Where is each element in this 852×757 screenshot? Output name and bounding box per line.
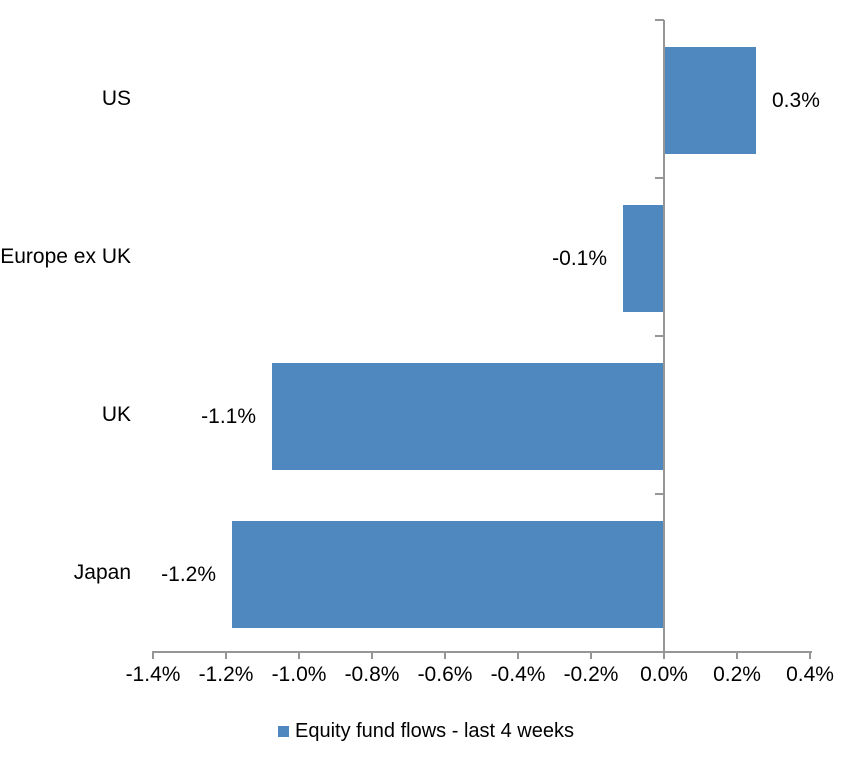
- x-axis-tick-9: [809, 652, 811, 659]
- x-tick-label-0: -1.4%: [125, 663, 181, 686]
- data-label-japan: -1.2%: [161, 563, 216, 586]
- x-axis-tick-4: [444, 652, 446, 659]
- y-axis-tick: [655, 651, 664, 653]
- bar-europe-ex-uk: [623, 205, 663, 312]
- x-axis-tick-6: [590, 652, 592, 659]
- y-axis-tick: [655, 493, 664, 495]
- x-axis-tick-3: [371, 652, 373, 659]
- x-axis-tick-7: [663, 652, 665, 659]
- bar-uk: [272, 363, 663, 470]
- bar-us: [665, 47, 756, 154]
- legend: Equity fund flows - last 4 weeks: [0, 716, 852, 746]
- category-label-uk: UK: [101, 403, 131, 426]
- x-axis-tick-5: [517, 652, 519, 659]
- x-axis-tick-8: [736, 652, 738, 659]
- x-axis-tick-0: [152, 652, 154, 659]
- x-axis-line: [152, 651, 812, 653]
- bar-japan: [232, 521, 663, 628]
- legend-swatch-icon: [277, 725, 289, 737]
- x-tick-label-6: -0.2%: [563, 663, 619, 686]
- category-label-us: US: [101, 87, 131, 110]
- data-label-europe-ex-uk: -0.1%: [552, 247, 607, 270]
- y-axis-tick: [655, 177, 664, 179]
- y-axis-line: [663, 20, 665, 652]
- x-tick-label-4: -0.6%: [417, 663, 473, 686]
- x-axis-tick-1: [225, 652, 227, 659]
- x-tick-label-8: 0.2%: [713, 663, 761, 686]
- y-axis-tick: [655, 335, 664, 337]
- x-tick-label-5: -0.4%: [490, 663, 546, 686]
- x-tick-label-1: -1.2%: [198, 663, 254, 686]
- category-label-japan: Japan: [73, 561, 131, 584]
- x-axis-tick-2: [298, 652, 300, 659]
- legend-label: Equity fund flows - last 4 weeks: [294, 719, 574, 742]
- x-tick-label-7: 0.0%: [640, 663, 688, 686]
- x-tick-label-3: -0.8%: [344, 663, 400, 686]
- category-label-europe-ex-uk: Europe ex UK: [0, 245, 131, 268]
- data-label-us: 0.3%: [772, 89, 820, 112]
- x-tick-label-2: -1.0%: [271, 663, 327, 686]
- x-tick-label-9: 0.4%: [786, 663, 834, 686]
- y-axis-tick: [655, 19, 664, 21]
- data-label-uk: -1.1%: [201, 405, 256, 428]
